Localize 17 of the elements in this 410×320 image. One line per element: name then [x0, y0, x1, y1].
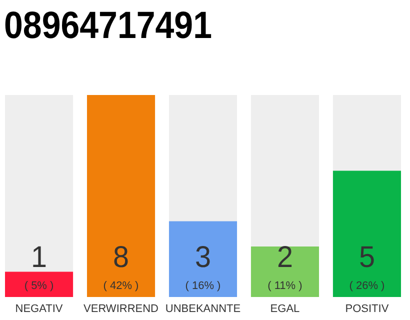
chart-title: 08964717491: [4, 5, 236, 47]
annotation: ( 5% ): [24, 280, 54, 292]
bar: [5, 272, 74, 297]
annotation: ( 16% ): [185, 280, 221, 292]
annotation: ( 11% ): [268, 280, 302, 292]
x-tick-label: NEGATIV: [15, 303, 64, 315]
x-tick-label: VERWIRREND: [84, 303, 159, 315]
x-tick-label: POSITIV: [345, 303, 390, 315]
data-label: 5: [358, 241, 376, 274]
x-tick-label: UNBEKANNTE: [165, 303, 241, 315]
annotation: ( 26% ): [349, 280, 385, 292]
data-label: 3: [195, 241, 212, 274]
data-label: 2: [276, 241, 294, 274]
data-label: 1: [31, 241, 48, 274]
x-tick-label: EGAL: [270, 303, 300, 315]
data-label: 8: [113, 241, 130, 274]
annotation: ( 42% ): [103, 280, 139, 292]
